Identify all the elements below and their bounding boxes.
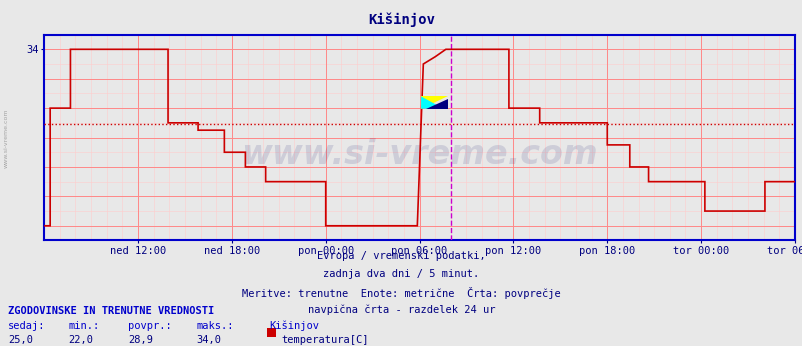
Polygon shape	[420, 97, 448, 109]
Text: Kišinjov: Kišinjov	[269, 321, 318, 331]
Polygon shape	[425, 99, 448, 109]
Text: 28,9: 28,9	[128, 335, 153, 345]
Text: sedaj:: sedaj:	[8, 321, 46, 331]
Text: www.si-vreme.com: www.si-vreme.com	[241, 137, 597, 171]
Text: Meritve: trenutne  Enote: metrične  Črta: povprečje: Meritve: trenutne Enote: metrične Črta: …	[242, 287, 560, 299]
Polygon shape	[420, 97, 443, 109]
Text: 25,0: 25,0	[8, 335, 33, 345]
Text: 34,0: 34,0	[196, 335, 221, 345]
Text: navpična črta - razdelek 24 ur: navpična črta - razdelek 24 ur	[307, 305, 495, 315]
Text: 22,0: 22,0	[68, 335, 93, 345]
Text: povpr.:: povpr.:	[128, 321, 172, 331]
Text: ZGODOVINSKE IN TRENUTNE VREDNOSTI: ZGODOVINSKE IN TRENUTNE VREDNOSTI	[8, 306, 214, 316]
Text: maks.:: maks.:	[196, 321, 234, 331]
Text: zadnja dva dni / 5 minut.: zadnja dva dni / 5 minut.	[323, 269, 479, 279]
Text: Kišinjov: Kišinjov	[367, 12, 435, 27]
Text: temperatura[C]: temperatura[C]	[282, 335, 369, 345]
Text: www.si-vreme.com: www.si-vreme.com	[4, 109, 9, 168]
Text: Evropa / vremenski podatki,: Evropa / vremenski podatki,	[317, 251, 485, 261]
Text: min.:: min.:	[68, 321, 99, 331]
